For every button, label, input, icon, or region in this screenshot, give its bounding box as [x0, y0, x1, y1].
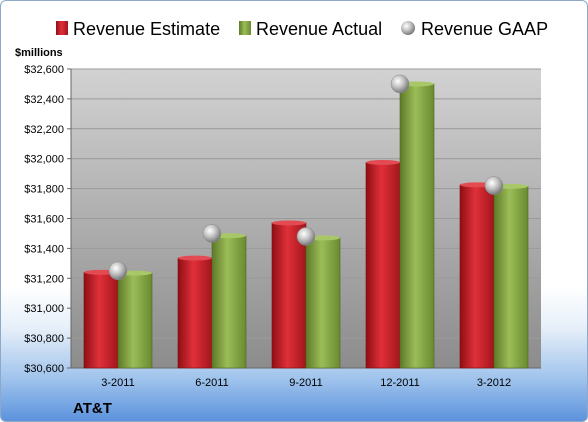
unit-label: $millions	[15, 47, 63, 59]
y-tick-label: $32,400	[24, 94, 64, 106]
marker-revenue-gaap	[108, 261, 128, 281]
legend-label-gaap: Revenue GAAP	[421, 19, 548, 39]
bar-top-revenue-estimate	[272, 220, 306, 226]
x-tick-label: 9-2011	[289, 377, 322, 389]
bar-top-revenue-estimate	[366, 159, 400, 165]
marker-revenue-gaap	[202, 224, 222, 243]
plot-area: $30,600 $30,800 $31,000 $31,200 $31,400 $31,6…	[24, 64, 541, 389]
legend-swatch-actual	[239, 21, 251, 35]
bar-revenue-estimate	[459, 184, 495, 369]
legend-swatch-gaap	[401, 21, 415, 35]
bar-revenue-actual	[305, 237, 341, 369]
legend: Revenue Estimate Revenue Actual Revenue …	[56, 19, 548, 39]
bar-revenue-estimate	[83, 272, 119, 369]
legend-swatch-estimate	[56, 21, 68, 35]
bar-revenue-estimate	[365, 162, 401, 369]
marker-revenue-gaap	[296, 227, 316, 246]
y-tick-label: $31,200	[24, 273, 64, 285]
y-tick-label: $31,400	[24, 243, 64, 255]
y-tick-label: $31,600	[24, 214, 64, 226]
y-tick-label: $30,800	[24, 333, 64, 345]
legend-label-actual: Revenue Actual	[256, 19, 382, 39]
bar-revenue-actual	[493, 186, 529, 369]
marker-revenue-gaap	[390, 74, 410, 94]
y-tick-label: $32,600	[24, 64, 64, 76]
bar-revenue-actual	[117, 272, 153, 369]
bar-revenue-actual	[211, 235, 247, 369]
x-tick-label: 6-2011	[195, 377, 228, 389]
y-tick-label: $30,600	[24, 363, 64, 375]
x-tick-label: 3-2012	[477, 377, 511, 389]
y-tick-label: $32,000	[24, 154, 64, 166]
company-label: AT&T	[73, 400, 112, 417]
legend-label-estimate: Revenue Estimate	[73, 19, 220, 39]
y-tick-label: $31,000	[24, 303, 64, 315]
bar-top-revenue-estimate	[178, 255, 212, 261]
y-tick-label: $32,200	[24, 124, 64, 136]
bar-revenue-estimate	[271, 222, 307, 369]
x-tick-label: 3-2011	[101, 377, 134, 389]
bar-revenue-actual	[399, 83, 435, 369]
marker-revenue-gaap	[484, 176, 504, 195]
bar-revenue-estimate	[177, 257, 213, 369]
y-tick-label: $31,800	[24, 184, 64, 196]
x-tick-label: 12-2011	[380, 377, 420, 389]
